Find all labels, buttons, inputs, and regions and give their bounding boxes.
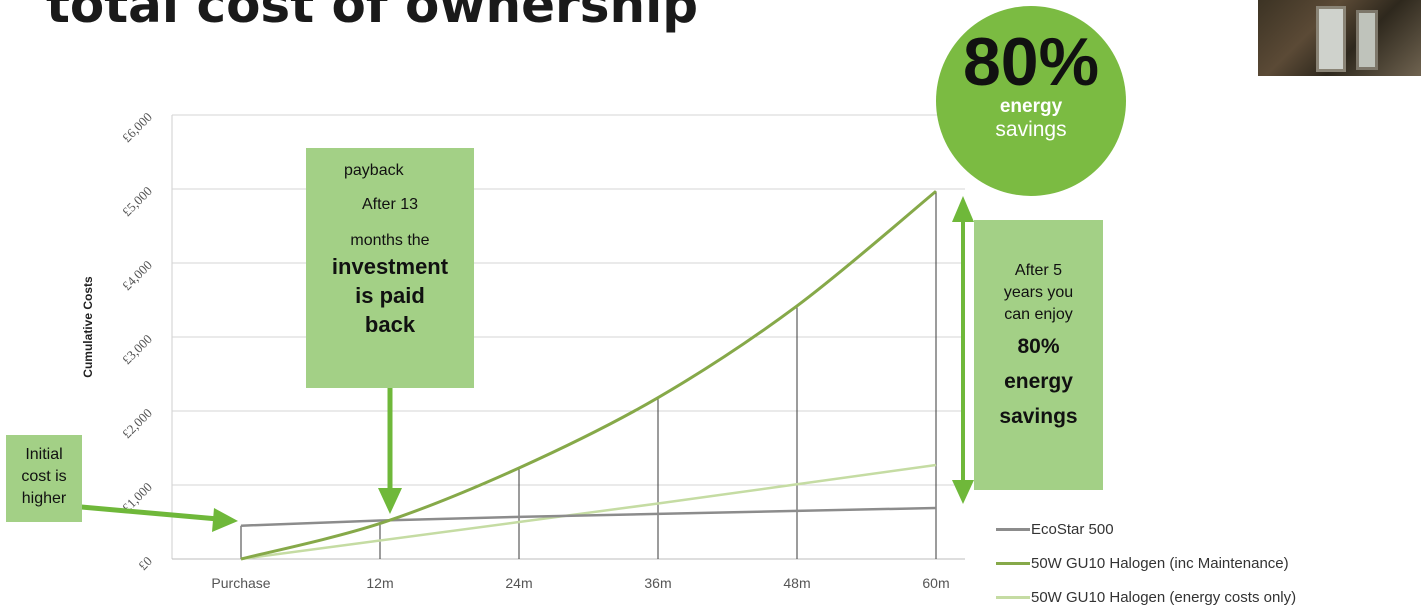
payback-line: After 13 bbox=[361, 196, 419, 213]
legend-item: 50W GU10 Halogen (inc Maintenance) bbox=[996, 546, 1296, 580]
x-tick-label: 36m bbox=[644, 575, 671, 591]
y-tick-label: £2,000 bbox=[119, 405, 155, 441]
x-tick-label: 48m bbox=[783, 575, 810, 591]
y-tick-label: £6,000 bbox=[119, 109, 155, 145]
legend-swatch bbox=[996, 561, 1030, 565]
savings-emphasis: energy bbox=[1004, 370, 1073, 393]
series-line bbox=[240, 190, 937, 561]
window-shape bbox=[1316, 6, 1346, 72]
legend-item: 50W GU10 Halogen (energy costs only) bbox=[996, 580, 1296, 614]
payback-callout: payback After 13 months the investment i… bbox=[306, 148, 474, 388]
y-tick-label: £0 bbox=[135, 553, 155, 573]
badge-savings: savings bbox=[995, 118, 1067, 141]
payback-emphasis: back bbox=[364, 312, 416, 337]
badge-percent: 80% bbox=[962, 24, 1100, 100]
initial-cost-callout: Initial cost is higher bbox=[6, 435, 82, 522]
legend-swatch bbox=[996, 595, 1030, 599]
savings-emphasis: savings bbox=[999, 405, 1078, 428]
savings-line: years you bbox=[1003, 284, 1074, 301]
building-photo bbox=[1258, 0, 1421, 76]
initial-line: Initial bbox=[25, 446, 63, 463]
payback-emphasis: investment bbox=[331, 254, 449, 279]
savings-callout: After 5 years you can enjoy 80% energy s… bbox=[974, 220, 1103, 490]
page-title: total cost of ownership bbox=[46, 0, 699, 34]
initial-line: cost is bbox=[21, 468, 67, 485]
legend-label: EcoStar 500 bbox=[1031, 520, 1114, 538]
legend-label: 50W GU10 Halogen (inc Maintenance) bbox=[1031, 554, 1289, 572]
savings-line: can enjoy bbox=[1004, 306, 1073, 323]
x-tick-label: 24m bbox=[505, 575, 532, 591]
payback-heading: payback bbox=[344, 162, 404, 179]
savings-emphasis: 80% bbox=[1017, 335, 1060, 358]
savings-arrow-head-top bbox=[952, 196, 974, 222]
legend-swatch bbox=[996, 527, 1030, 531]
savings-badge: 80% energy savings bbox=[936, 6, 1126, 196]
initial-arrow-shaft bbox=[69, 503, 219, 522]
x-tick-label: 60m bbox=[922, 575, 949, 591]
initial-arrow-head bbox=[212, 508, 238, 532]
savings-arrow-head-bottom bbox=[952, 480, 974, 504]
payback-line: months the bbox=[350, 232, 430, 249]
x-tick-label: 12m bbox=[366, 575, 393, 591]
y-axis-title: Cumulative Costs bbox=[81, 276, 95, 378]
series-line bbox=[240, 463, 937, 561]
badge-energy: energy bbox=[999, 96, 1063, 117]
initial-line: higher bbox=[21, 490, 67, 507]
series-line bbox=[240, 506, 937, 527]
x-tick-label: Purchase bbox=[211, 575, 270, 591]
window-shape bbox=[1356, 10, 1378, 70]
legend-label: 50W GU10 Halogen (energy costs only) bbox=[1031, 588, 1297, 606]
savings-line: After 5 bbox=[1014, 262, 1063, 279]
legend-item: EcoStar 500 bbox=[996, 512, 1296, 546]
chart-legend: EcoStar 500 50W GU10 Halogen (inc Mainte… bbox=[996, 512, 1296, 614]
y-tick-label: £5,000 bbox=[119, 183, 155, 219]
payback-emphasis: is paid bbox=[355, 283, 425, 308]
payback-arrow-head bbox=[378, 488, 402, 514]
y-tick-label: £4,000 bbox=[119, 257, 155, 293]
y-tick-label: £3,000 bbox=[119, 331, 155, 367]
